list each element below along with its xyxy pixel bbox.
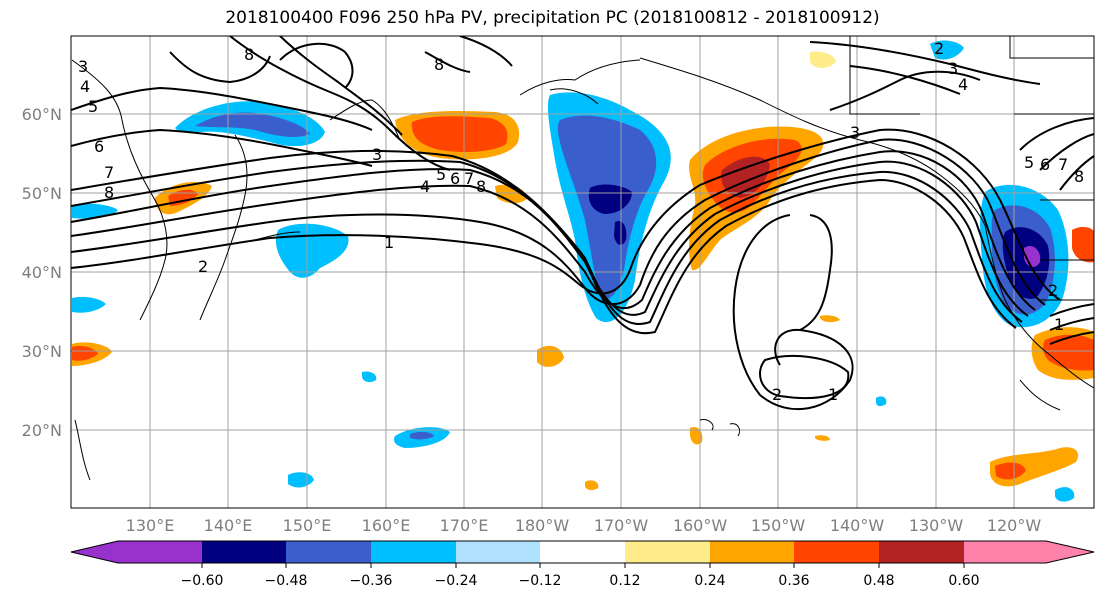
colorbar-extend-max [1046, 541, 1094, 563]
lon-label: 130°E [126, 516, 175, 535]
contour-label: 6 [450, 169, 460, 188]
contour-label: 6 [94, 137, 104, 156]
colorbar-tick-label: −0.24 [435, 573, 478, 589]
lon-axis: 130°E 140°E 150°E 160°E 170°E 180°W 170°… [126, 516, 1042, 535]
colorbar-tick-label: 0.24 [694, 573, 725, 589]
colorbar-segment [964, 541, 1047, 563]
contour-label: 3 [78, 57, 88, 76]
contour-label: 1 [1054, 315, 1064, 334]
contour-label: 8 [434, 55, 444, 74]
lon-label: 150°W [751, 516, 806, 535]
lon-label: 120°W [987, 516, 1042, 535]
lon-label: 170°W [594, 516, 649, 535]
lat-axis: 60°N 50°N 40°N 30°N 20°N [22, 105, 62, 440]
colorbar-segment [117, 541, 203, 563]
lat-label: 40°N [22, 263, 62, 282]
colorbar-tick-label: −0.48 [265, 573, 308, 589]
map-title: 2018100400 F096 250 hPa PV, precipitatio… [225, 8, 880, 28]
lon-label: 150°E [283, 516, 332, 535]
lat-label: 20°N [22, 421, 62, 440]
colorbar-segment [286, 541, 372, 563]
colorbar-tick-label: −0.12 [519, 573, 562, 589]
lon-label: 160°W [673, 516, 728, 535]
lon-label: 160°E [362, 516, 411, 535]
contour-label: 8 [476, 177, 486, 196]
colorbar-segment [202, 541, 287, 563]
lon-label: 130°W [909, 516, 964, 535]
colorbar-segment [456, 541, 541, 563]
contour-label: 1 [828, 385, 838, 404]
contour-label: 7 [104, 163, 114, 182]
colorbar-segment [540, 541, 626, 563]
contour-label: 7 [1058, 155, 1068, 174]
contour-label: 3 [850, 123, 860, 142]
lat-label: 60°N [22, 105, 62, 124]
contour-labels: 1 2 3 4 5 6 7 8 1 2 3 3 4 5 6 7 8 1 2 2 … [78, 39, 1084, 404]
contour-label: 2 [198, 257, 208, 276]
colorbar-segment [371, 541, 457, 563]
contour-label: 2 [772, 385, 782, 404]
colorbar-tick-label: −0.60 [181, 573, 224, 589]
lon-label: 170°E [440, 516, 489, 535]
contour-label: 5 [1024, 153, 1034, 172]
colorbar-tick-label: −0.36 [350, 573, 393, 589]
contour-label: 4 [80, 77, 90, 96]
graticule [71, 36, 1094, 508]
contour-label: 8 [244, 45, 254, 64]
colorbar: −0.60 −0.48 −0.36 −0.24 −0.12 0.12 0.24 … [70, 540, 1095, 589]
map-frame [70, 35, 1095, 509]
coastlines [71, 36, 1094, 481]
contour-label: 6 [1040, 155, 1050, 174]
colorbar-extend-min [71, 541, 118, 563]
contour-label: 8 [1074, 167, 1084, 186]
colorbar-segment [710, 541, 795, 563]
colorbar-segment [794, 541, 880, 563]
lat-label: 30°N [22, 342, 62, 361]
colorbar-tick-label: 0.12 [609, 573, 640, 589]
contour-label: 5 [88, 97, 98, 116]
contour-label: 3 [948, 59, 958, 78]
colorbar-segment [625, 541, 711, 563]
contour-label: 3 [372, 145, 382, 164]
colorbar-segment [879, 541, 965, 563]
contour-label: 2 [1048, 281, 1058, 300]
contour-label: 4 [958, 75, 968, 94]
colorbar-tick-label: 0.60 [948, 573, 979, 589]
contour-label: 7 [464, 169, 474, 188]
pv-contours [71, 36, 1094, 411]
contour-label: 8 [104, 183, 114, 202]
colorbar-tick-label: 0.48 [863, 573, 894, 589]
lon-label: 140°E [204, 516, 253, 535]
contour-label: 1 [384, 233, 394, 252]
lon-label: 140°W [830, 516, 885, 535]
contour-label: 2 [934, 39, 944, 58]
lat-label: 50°N [22, 184, 62, 203]
contour-label: 4 [420, 177, 430, 196]
lon-label: 180°W [515, 516, 570, 535]
contour-label: 5 [436, 165, 446, 184]
colorbar-tick-label: 0.36 [778, 573, 809, 589]
